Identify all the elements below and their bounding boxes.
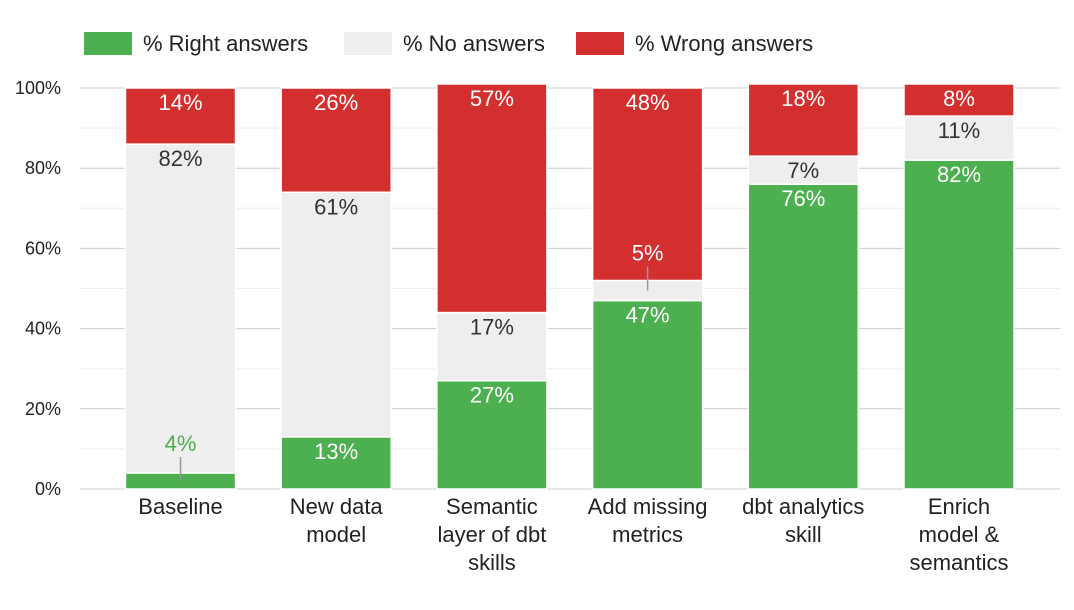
data-label: 61% [314, 194, 358, 219]
legend-label: % Right answers [143, 31, 308, 56]
y-tick-label: 60% [25, 238, 61, 258]
data-label: 7% [787, 158, 819, 183]
bar-right [436, 379, 548, 490]
bar-wrong [124, 87, 237, 145]
x-category-label: Semantic layer of dbt skills [437, 494, 546, 575]
data-label: 27% [470, 383, 514, 408]
bar-wrong [903, 83, 1015, 117]
data-label: 8% [943, 86, 975, 111]
x-category-line: model & [919, 522, 1000, 547]
x-category-line: Baseline [138, 494, 222, 519]
bar-wrong [747, 83, 860, 157]
data-label: 17% [470, 315, 514, 340]
y-tick-label: 80% [25, 158, 61, 178]
x-category-line: Add missing [588, 494, 708, 519]
bar-wrong [436, 83, 548, 314]
x-category-label: New data model [290, 494, 384, 547]
x-category-label: Baseline [138, 494, 222, 519]
data-label: 14% [158, 90, 202, 115]
y-tick-label: 0% [35, 479, 61, 499]
data-label: 82% [158, 146, 202, 171]
data-labels: 4% 82% 14% 13% 61% 26% 27% 17% 57% 47% 5% 48% 76% 7% 1… [158, 86, 981, 481]
x-category-line: metrics [612, 522, 683, 547]
x-category-line: layer of dbt [437, 522, 546, 547]
data-label: 11% [938, 118, 980, 143]
bar-none [903, 115, 1015, 161]
bars [124, 83, 1015, 490]
y-tick-label: 20% [25, 399, 61, 419]
x-category-line: skill [785, 522, 822, 547]
data-label: 4% [165, 431, 197, 456]
x-category-line: New data [290, 494, 384, 519]
legend-swatch [344, 32, 392, 55]
data-label: 82% [937, 162, 981, 187]
data-label: 57% [470, 86, 514, 111]
bar-right [591, 299, 704, 490]
data-label: 18% [781, 86, 825, 111]
x-category-label: dbt analytics skill [742, 494, 864, 547]
x-category-line: dbt analytics [742, 494, 864, 519]
x-category-label: Add missing metrics [588, 494, 708, 547]
data-label: 76% [781, 186, 825, 211]
data-label: 26% [314, 90, 358, 115]
data-label: 5% [632, 241, 664, 266]
x-category-line: Semantic [446, 494, 538, 519]
bar-right [747, 183, 860, 490]
y-tick-label: 40% [25, 319, 61, 339]
data-label: 48% [626, 90, 670, 115]
data-label: 13% [314, 439, 358, 464]
legend-label: % No answers [403, 31, 545, 56]
data-label: 47% [626, 303, 670, 328]
y-tick-label: 100% [15, 78, 61, 98]
legend-swatch [84, 32, 132, 55]
bar-right [280, 436, 392, 490]
bar-wrong [280, 87, 392, 194]
bar-right [903, 159, 1015, 490]
x-category-line: Enrich [928, 494, 990, 519]
legend: % Right answers % No answers % Wrong answe… [84, 31, 813, 56]
x-axis: Baseline New data model Semantic layer of db… [138, 494, 1008, 575]
legend-swatch [576, 32, 624, 55]
x-category-line: model [306, 522, 366, 547]
bar-none [124, 143, 237, 474]
gridlines [80, 87, 1060, 490]
x-category-line: semantics [909, 550, 1008, 575]
bar-none [280, 191, 392, 438]
bar-none [436, 311, 548, 382]
bar-wrong [591, 87, 704, 282]
x-category-label: Enrich model & semantics [909, 494, 1008, 575]
x-category-line: skills [468, 550, 516, 575]
legend-label: % Wrong answers [635, 31, 813, 56]
y-axis: 0% 20% 40% 60% 80% 100% [15, 78, 61, 499]
